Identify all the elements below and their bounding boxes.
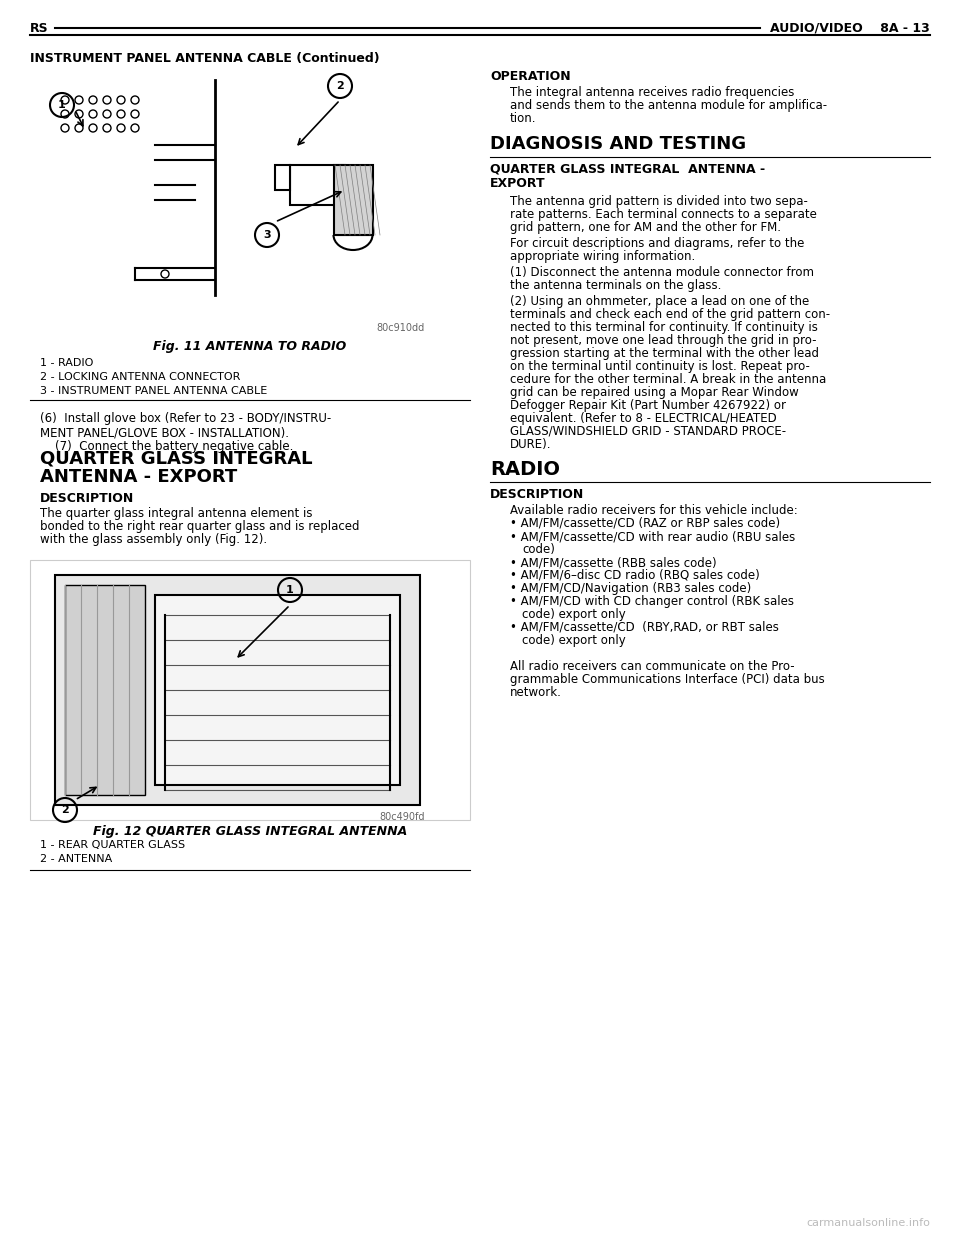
Text: The antenna grid pattern is divided into two sepa-: The antenna grid pattern is divided into… [510,195,808,207]
Text: • AM/FM/6–disc CD radio (RBQ sales code): • AM/FM/6–disc CD radio (RBQ sales code) [510,569,759,582]
Bar [290,165,345,205]
Text: • AM/FM/CD/Navigation (RB3 sales code): • AM/FM/CD/Navigation (RB3 sales code) [510,582,752,595]
Text: 3 - INSTRUMENT PANEL ANTENNA CABLE: 3 - INSTRUMENT PANEL ANTENNA CABLE [40,386,267,396]
Text: 1: 1 [59,101,66,111]
Text: 1 - RADIO: 1 - RADIO [40,358,93,368]
Text: terminals and check each end of the grid pattern con-: terminals and check each end of the grid… [510,308,830,320]
Text: AUDIO/VIDEO    8A - 13: AUDIO/VIDEO 8A - 13 [770,21,930,35]
Bar [30,70,470,330]
Text: 2 - LOCKING ANTENNA CONNECTOR: 2 - LOCKING ANTENNA CONNECTOR [40,373,240,383]
Text: • AM/FM/cassette/CD (RAZ or RBP sales code): • AM/FM/cassette/CD (RAZ or RBP sales co… [510,517,780,530]
Text: 80c490fd: 80c490fd [379,812,425,822]
Text: For circuit descriptions and diagrams, refer to the: For circuit descriptions and diagrams, r… [510,237,804,250]
Text: (2) Using an ohmmeter, place a lead on one of the: (2) Using an ohmmeter, place a lead on o… [510,296,809,308]
Text: All radio receivers can communicate on the Pro-: All radio receivers can communicate on t… [510,660,795,673]
Text: Available radio receivers for this vehicle include:: Available radio receivers for this vehic… [510,504,798,517]
Text: DESCRIPTION: DESCRIPTION [40,492,134,505]
Text: code) export only: code) export only [522,609,626,621]
Text: carmanualsonline.info: carmanualsonline.info [806,1218,930,1228]
Text: QUARTER GLASS INTEGRAL: QUARTER GLASS INTEGRAL [40,450,313,468]
Text: 2: 2 [61,805,69,815]
Text: with the glass assembly only (Fig. 12).: with the glass assembly only (Fig. 12). [40,533,267,546]
Text: Fig. 12 QUARTER GLASS INTEGRAL ANTENNA: Fig. 12 QUARTER GLASS INTEGRAL ANTENNA [93,825,407,838]
Text: 80c910dd: 80c910dd [376,323,425,333]
Text: DESCRIPTION: DESCRIPTION [490,488,585,501]
Bar [334,165,373,235]
Text: nected to this terminal for continuity. If continuity is: nected to this terminal for continuity. … [510,320,818,334]
Text: • AM/FM/cassette/CD with rear audio (RBU sales: • AM/FM/cassette/CD with rear audio (RBU… [510,530,795,543]
Text: the antenna terminals on the glass.: the antenna terminals on the glass. [510,279,721,292]
Bar [55,575,420,805]
Text: bonded to the right rear quarter glass and is replaced: bonded to the right rear quarter glass a… [40,520,359,533]
Text: (1) Disconnect the antenna module connector from: (1) Disconnect the antenna module connec… [510,266,814,279]
Text: equivalent. (Refer to 8 - ELECTRICAL/HEATED: equivalent. (Refer to 8 - ELECTRICAL/HEA… [510,412,777,425]
Text: 2: 2 [336,81,344,91]
Text: appropriate wiring information.: appropriate wiring information. [510,250,695,263]
Text: grammable Communications Interface (PCI) data bus: grammable Communications Interface (PCI)… [510,673,825,686]
Text: OPERATION: OPERATION [490,70,570,83]
Polygon shape [335,165,372,235]
Text: code) export only: code) export only [522,633,626,647]
Text: QUARTER GLASS INTEGRAL  ANTENNA -: QUARTER GLASS INTEGRAL ANTENNA - [490,163,765,176]
Text: The integral antenna receives radio frequencies: The integral antenna receives radio freq… [510,86,794,99]
Text: (7)  Connect the battery negative cable.: (7) Connect the battery negative cable. [40,440,294,453]
Text: tion.: tion. [510,112,537,125]
Text: EXPORT: EXPORT [490,178,545,190]
Text: grid pattern, one for AM and the other for FM.: grid pattern, one for AM and the other f… [510,221,781,233]
Text: RADIO: RADIO [490,460,560,479]
Text: and sends them to the antenna module for amplifica-: and sends them to the antenna module for… [510,99,828,112]
Text: 1 - REAR QUARTER GLASS: 1 - REAR QUARTER GLASS [40,840,185,850]
Text: 1: 1 [286,585,294,595]
Text: grid can be repaired using a Mopar Rear Window: grid can be repaired using a Mopar Rear … [510,386,799,399]
Text: Fig. 11 ANTENNA TO RADIO: Fig. 11 ANTENNA TO RADIO [154,340,347,353]
Text: Defogger Repair Kit (Part Number 4267922) or: Defogger Repair Kit (Part Number 4267922… [510,399,786,412]
Text: 3: 3 [263,230,271,240]
Text: • AM/FM/CD with CD changer control (RBK sales: • AM/FM/CD with CD changer control (RBK … [510,595,794,609]
Text: on the terminal until continuity is lost. Repeat pro-: on the terminal until continuity is lost… [510,360,810,373]
Bar [275,165,290,190]
Bar [30,560,470,820]
Text: GLASS/WINDSHIELD GRID - STANDARD PROCE-: GLASS/WINDSHIELD GRID - STANDARD PROCE- [510,425,786,438]
Text: ANTENNA - EXPORT: ANTENNA - EXPORT [40,468,237,486]
Bar [155,595,400,785]
Text: RS: RS [30,21,49,35]
Text: • AM/FM/cassette/CD  (RBY,RAD, or RBT sales: • AM/FM/cassette/CD (RBY,RAD, or RBT sal… [510,621,779,633]
Bar [65,585,145,795]
Text: MENT PANEL/GLOVE BOX - INSTALLATION).: MENT PANEL/GLOVE BOX - INSTALLATION). [40,426,289,438]
Text: (6)  Install glove box (Refer to 23 - BODY/INSTRU-: (6) Install glove box (Refer to 23 - BOD… [40,412,331,425]
Text: DIAGNOSIS AND TESTING: DIAGNOSIS AND TESTING [490,135,746,153]
Text: gression starting at the terminal with the other lead: gression starting at the terminal with t… [510,347,819,360]
Text: INSTRUMENT PANEL ANTENNA CABLE (Continued): INSTRUMENT PANEL ANTENNA CABLE (Continue… [30,52,379,65]
Text: The quarter glass integral antenna element is: The quarter glass integral antenna eleme… [40,507,313,520]
Text: network.: network. [510,686,562,699]
Text: DURE).: DURE). [510,438,551,451]
Text: not present, move one lead through the grid in pro-: not present, move one lead through the g… [510,334,817,347]
Text: code): code) [522,543,555,556]
Text: 2 - ANTENNA: 2 - ANTENNA [40,854,112,864]
Text: rate patterns. Each terminal connects to a separate: rate patterns. Each terminal connects to… [510,207,817,221]
Text: • AM/FM/cassette (RBB sales code): • AM/FM/cassette (RBB sales code) [510,556,716,569]
Text: cedure for the other terminal. A break in the antenna: cedure for the other terminal. A break i… [510,373,827,386]
